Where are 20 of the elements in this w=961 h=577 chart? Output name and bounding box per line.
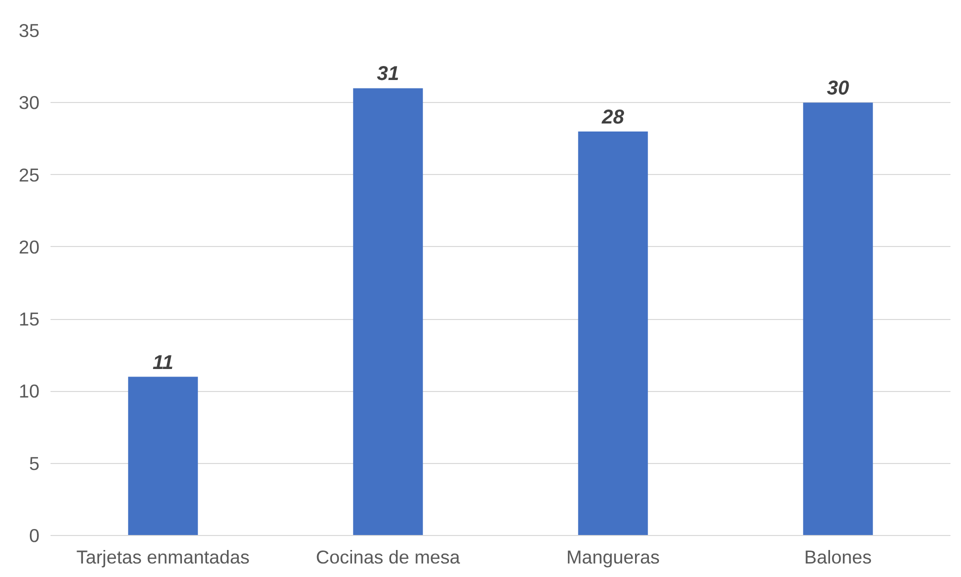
- y-tick-label: 30: [18, 92, 40, 114]
- data-label: 31: [376, 63, 400, 86]
- y-tick-label: 0: [29, 525, 40, 546]
- y-tick-label: 15: [18, 308, 40, 330]
- y-tick-label: 35: [18, 20, 40, 41]
- y-tick-label: 25: [18, 164, 40, 186]
- y-tick-label: 5: [29, 452, 40, 474]
- data-label: 11: [152, 352, 174, 374]
- data-label: 30: [826, 78, 850, 100]
- bar: [353, 88, 423, 536]
- bar: [578, 132, 648, 536]
- y-tick-label: 10: [18, 380, 40, 402]
- data-label: 28: [600, 106, 625, 128]
- x-tick-label: Tarjetas enmantadas: [76, 546, 250, 568]
- bar: [803, 102, 873, 536]
- x-tick-label: Mangueras: [566, 546, 660, 568]
- x-tick-label: Balones: [804, 546, 872, 568]
- bar: [128, 376, 198, 536]
- x-tick-label: Cocinas de mesa: [316, 546, 461, 568]
- y-tick-label: 20: [18, 236, 40, 258]
